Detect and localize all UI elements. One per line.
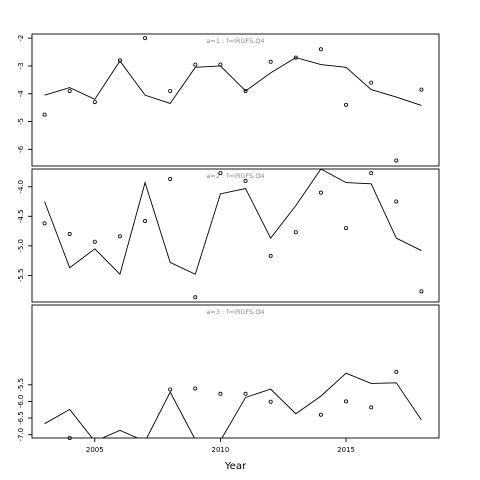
observed-point: [143, 36, 148, 41]
y-tick-label: -3: [17, 62, 25, 69]
observed-point: [168, 177, 173, 182]
observed-point: [218, 391, 223, 396]
observed-point: [218, 171, 223, 176]
observed-point: [268, 59, 273, 64]
y-tick-label: -5.5: [17, 378, 25, 392]
observed-point: [193, 62, 198, 67]
observed-point: [117, 58, 122, 63]
observed-point: [344, 102, 349, 107]
observed-point: [168, 387, 173, 392]
panel-frame: [31, 33, 440, 167]
observed-point: [117, 234, 122, 239]
observed-point: [318, 412, 323, 417]
y-tick-label: -6.0: [17, 395, 25, 409]
observed-point: [344, 399, 349, 404]
panel-title: a=1 : f=IRGFS.Q4: [206, 37, 264, 45]
panel-1: a=1 : f=IRGFS.Q4 -6 -5 -4 -3 -2: [17, 33, 440, 167]
observed-point: [193, 295, 198, 300]
observed-point: [318, 47, 323, 52]
observed-point: [293, 55, 298, 60]
observed-point: [143, 219, 148, 224]
observed-point: [243, 178, 248, 183]
observed-point: [243, 391, 248, 396]
y-tick-label: -2: [17, 35, 25, 42]
observed-point: [394, 369, 399, 374]
observed-point: [42, 112, 47, 117]
y-tick-label: -5.0: [17, 239, 25, 253]
observed-point: [394, 199, 399, 204]
observed-point: [92, 239, 97, 244]
panel-title: a=3 : f=IRGFS.Q4: [206, 308, 264, 316]
fitted-line: [44, 169, 422, 276]
y-tick-label: -4: [17, 90, 25, 98]
observed-point: [369, 405, 374, 410]
observed-point: [168, 88, 173, 93]
y-tick-label: -4.0: [17, 180, 25, 194]
y-tick-label: -7.0: [17, 428, 25, 442]
panel-3: a=3 : f=IRGFS.Q4 -7.0 -6.5 -6.0 -5.5: [17, 304, 440, 442]
observed-point: [394, 158, 399, 163]
observed-point: [42, 221, 47, 226]
x-tick-label: 2005: [86, 446, 104, 454]
y-tick-label: -6: [17, 145, 25, 153]
panel-frame: [31, 168, 440, 303]
observed-point: [369, 80, 374, 85]
observed-point: [243, 88, 248, 93]
observed-point: [419, 87, 424, 92]
observed-point: [293, 230, 298, 235]
y-tick-label: -5.5: [17, 269, 25, 283]
x-tick-label: 2015: [337, 446, 355, 454]
observed-point: [318, 190, 323, 195]
panel-frame: [31, 304, 440, 439]
panel-2: a=2 : f=IRGFS.Q4 -5.5 -5.0 -4.5 -4.0: [17, 168, 440, 303]
x-axis: 2005 2010 2015: [86, 438, 355, 454]
x-tick-label: 2010: [212, 446, 230, 454]
observed-point: [193, 386, 198, 391]
y-tick-label: -5: [17, 118, 25, 125]
y-tick-label: -4.5: [17, 209, 25, 223]
observed-point: [67, 435, 72, 440]
x-axis-label: Year: [224, 461, 247, 472]
observed-point: [268, 253, 273, 258]
fitted-line: [44, 372, 422, 438]
y-tick-label: -6.5: [17, 411, 25, 425]
observed-point: [419, 289, 424, 294]
panels: a=1 : f=IRGFS.Q4 -6 -5 -4 -3 -2 a=2 : f=IRGFS.…: [17, 33, 440, 442]
observed-point: [67, 88, 72, 93]
observed-point: [344, 226, 349, 231]
observed-point: [92, 100, 97, 105]
panel-title: a=2 : f=IRGFS.Q4: [206, 172, 264, 180]
observed-point: [369, 171, 374, 176]
fitted-line: [44, 57, 422, 106]
observed-point: [218, 62, 223, 67]
observed-point: [268, 399, 273, 404]
observed-point: [67, 232, 72, 237]
